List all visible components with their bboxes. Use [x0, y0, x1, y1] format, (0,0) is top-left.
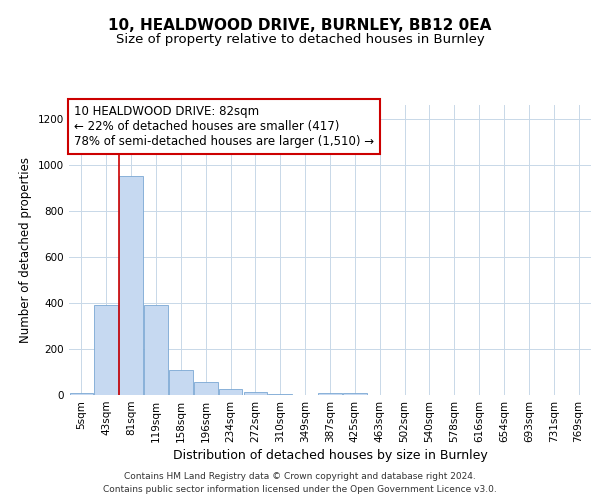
Bar: [318, 392, 342, 395]
Text: Contains HM Land Registry data © Crown copyright and database right 2024.: Contains HM Land Registry data © Crown c…: [124, 472, 476, 481]
Text: Size of property relative to detached houses in Burnley: Size of property relative to detached ho…: [116, 32, 484, 46]
Bar: [194, 382, 218, 395]
Bar: [268, 394, 292, 395]
Text: 10, HEALDWOOD DRIVE, BURNLEY, BB12 0EA: 10, HEALDWOOD DRIVE, BURNLEY, BB12 0EA: [109, 18, 491, 32]
Bar: [144, 305, 168, 395]
X-axis label: Distribution of detached houses by size in Burnley: Distribution of detached houses by size …: [173, 449, 487, 462]
Text: 10 HEALDWOOD DRIVE: 82sqm
← 22% of detached houses are smaller (417)
78% of semi: 10 HEALDWOOD DRIVE: 82sqm ← 22% of detac…: [74, 105, 374, 148]
Text: Contains public sector information licensed under the Open Government Licence v3: Contains public sector information licen…: [103, 485, 497, 494]
Bar: [219, 389, 242, 395]
Bar: [94, 305, 118, 395]
Bar: [169, 370, 193, 395]
Bar: [244, 392, 267, 395]
Bar: [119, 176, 143, 395]
Y-axis label: Number of detached properties: Number of detached properties: [19, 157, 32, 343]
Bar: [343, 392, 367, 395]
Bar: [70, 392, 93, 395]
